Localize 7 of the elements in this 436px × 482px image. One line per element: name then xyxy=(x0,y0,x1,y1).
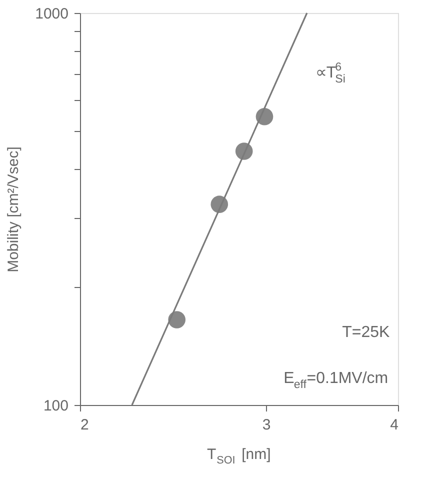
y-tick-label: 1000 xyxy=(35,6,68,22)
annotation: T=25K xyxy=(342,324,390,341)
y-axis-title: Mobility [cm²/Vsec] xyxy=(5,146,22,272)
y-tick-label: 100 xyxy=(43,398,68,414)
x-tick-label: 3 xyxy=(262,416,271,434)
x-tick-label: 2 xyxy=(80,416,89,434)
x-tick-label: 4 xyxy=(390,416,398,434)
